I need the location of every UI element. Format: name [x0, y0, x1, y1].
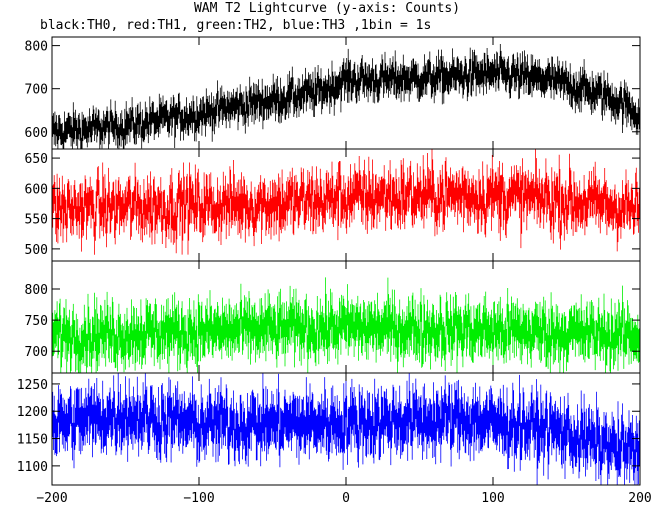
- y-tick-label: 700: [25, 345, 48, 360]
- x-tick-label: 200: [628, 491, 651, 505]
- y-tick-label: 750: [25, 314, 48, 329]
- y-tick-label: 1200: [17, 405, 48, 420]
- series-th0-line: [51, 44, 641, 150]
- x-tick-label: 0: [342, 491, 350, 505]
- x-tick-label: −100: [183, 491, 214, 505]
- y-tick-label: 600: [25, 126, 48, 141]
- series-th1-line: [51, 149, 641, 255]
- x-tick-label: 100: [481, 491, 504, 505]
- series-th3-line: [51, 373, 641, 485]
- chart-subtitle: black:TH0, red:TH1, green:TH2, blue:TH3 …: [40, 18, 432, 33]
- y-tick-label: 800: [25, 40, 48, 55]
- series-th2-line: [51, 277, 641, 373]
- y-tick-label: 800: [25, 283, 48, 298]
- y-tick-label: 700: [25, 83, 48, 98]
- y-tick-label: 550: [25, 213, 48, 228]
- y-tick-label: 1150: [17, 433, 48, 448]
- y-tick-label: 500: [25, 243, 48, 258]
- y-tick-label: 1250: [17, 378, 48, 393]
- y-tick-label: 650: [25, 152, 48, 167]
- chart-title: WAM T2 Lightcurve (y-axis: Counts): [193, 1, 461, 16]
- y-tick-label: 1100: [17, 460, 48, 475]
- y-tick-label: 600: [25, 182, 48, 197]
- x-tick-label: −200: [36, 491, 67, 505]
